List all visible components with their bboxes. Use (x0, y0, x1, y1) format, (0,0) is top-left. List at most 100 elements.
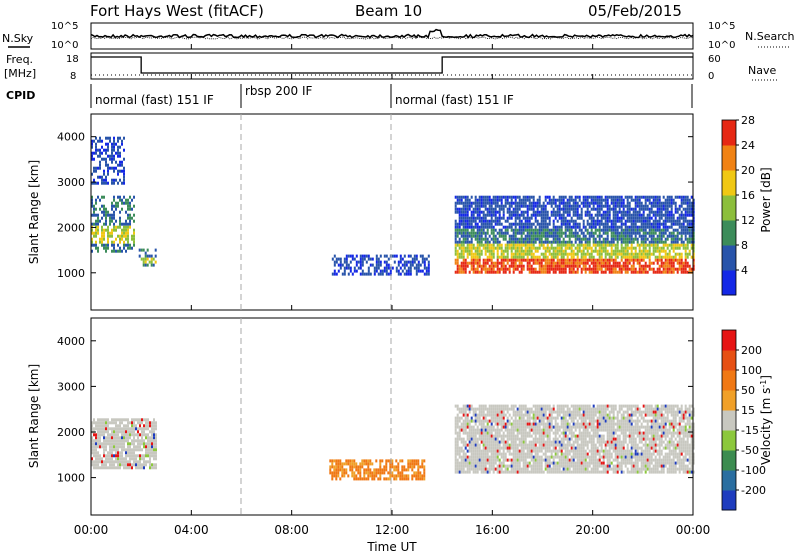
echo-cell (508, 470, 511, 474)
echo-cell (692, 216, 695, 220)
echo-cell (558, 428, 561, 432)
echo-cell (153, 463, 155, 467)
echo-cell (125, 454, 127, 458)
echo-cell (528, 234, 531, 238)
echo-cell (494, 431, 497, 435)
echo-cell (379, 465, 382, 469)
echo-cell (620, 237, 623, 241)
echo-cell (113, 436, 115, 440)
echo-cell (686, 246, 689, 250)
echo-cell (456, 425, 459, 429)
echo-cell (566, 201, 569, 205)
echo-cell (590, 234, 593, 238)
echo-cell (363, 477, 366, 481)
echo-cell (556, 252, 559, 256)
echo-cell (538, 246, 541, 250)
echo-cell (508, 213, 511, 217)
echo-cell (520, 264, 523, 268)
echo-cell (516, 419, 519, 423)
echo-cell (143, 418, 145, 422)
echo-cell (512, 437, 515, 441)
echo-cell (526, 210, 529, 214)
echo-cell (514, 416, 517, 420)
echo-cell (331, 477, 334, 481)
echo-cell (337, 459, 340, 463)
echo-cell (458, 201, 461, 205)
echo-cell (644, 225, 647, 229)
echo-cell (514, 219, 517, 223)
echo-cell (564, 216, 567, 220)
echo-cell (626, 195, 629, 199)
y-tick-label: 4000 (57, 131, 85, 144)
echo-cell (337, 269, 340, 273)
echo-cell (606, 261, 609, 265)
echo-cell (550, 422, 553, 426)
echo-cell (97, 181, 99, 185)
echo-cell (95, 243, 97, 247)
echo-cell (113, 195, 115, 199)
echo-cell (604, 252, 607, 256)
echo-cell (498, 470, 501, 474)
echo-cell (486, 207, 489, 211)
echo-cell (562, 437, 565, 441)
freq-unit-label: [MHz] (4, 67, 36, 80)
echo-cell (478, 455, 481, 459)
echo-cell (530, 270, 533, 274)
echo-cell (131, 198, 133, 202)
echo-cell (498, 204, 501, 208)
echo-cell (105, 136, 107, 140)
echo-cell (490, 237, 493, 241)
echo-cell (135, 418, 137, 422)
echo-cell (514, 428, 517, 432)
echo-cell (496, 237, 499, 241)
echo-cell (490, 413, 493, 417)
echo-cell (680, 201, 683, 205)
echo-cell (580, 252, 583, 256)
echo-cell (492, 213, 495, 217)
echo-cell (618, 201, 621, 205)
echo-cell (608, 216, 611, 220)
echo-cell (554, 431, 557, 435)
echo-cell (496, 240, 499, 244)
echo-cell (548, 201, 551, 205)
echo-cell (566, 461, 569, 465)
echo-cell (570, 258, 573, 262)
echo-cell (131, 427, 133, 431)
echo-cell (542, 255, 545, 259)
echo-cell (564, 434, 567, 438)
echo-cell (476, 225, 479, 229)
echo-cell (520, 225, 523, 229)
echo-cell (624, 264, 627, 268)
echo-cell (560, 431, 563, 435)
echo-cell (528, 410, 531, 414)
echo-cell (458, 467, 461, 471)
echo-cell (566, 246, 569, 250)
echo-cell (590, 252, 593, 256)
echo-cell (474, 201, 477, 205)
echo-cell (498, 243, 501, 247)
echo-cell (552, 261, 555, 265)
echo-cell (512, 422, 515, 426)
echo-cell (377, 471, 380, 475)
echo-cell (421, 474, 424, 478)
echo-cell (680, 258, 683, 262)
echo-cell (666, 234, 669, 238)
echo-cell (123, 427, 125, 431)
echo-cell (107, 154, 109, 158)
echo-cell (656, 267, 659, 271)
echo-cell (538, 234, 541, 238)
echo-cell (568, 440, 571, 444)
echo-cell (155, 463, 157, 467)
echo-cell (141, 433, 143, 437)
echo-cell (562, 261, 565, 265)
echo-cell (500, 195, 503, 199)
echo-cell (690, 201, 693, 205)
echo-cell (520, 470, 523, 474)
echo-cell (686, 243, 689, 247)
echo-cell (486, 237, 489, 241)
echo-cell (580, 243, 583, 247)
echo-cell (93, 178, 95, 182)
echo-cell (500, 467, 503, 471)
echo-cell (123, 246, 125, 250)
echo-cell (510, 201, 513, 205)
